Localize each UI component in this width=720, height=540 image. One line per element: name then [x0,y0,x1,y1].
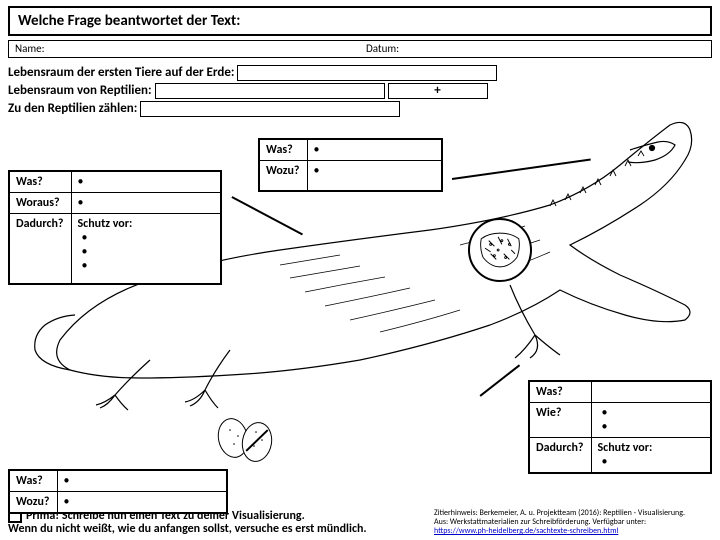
cell-wie: Wie? [529,403,591,438]
name-label: Name: [9,41,360,57]
fill-box[interactable] [237,65,497,81]
cell-answer[interactable]: • [71,171,221,193]
cell-answer[interactable] [591,403,711,438]
info-line-1: Lebensraum der ersten Tiere auf der Erde… [8,65,234,80]
info-line-3: Zu den Reptilien zählen: [8,101,137,116]
cell-dadurch: Dadurch? [9,214,71,284]
fill-box[interactable] [140,101,400,117]
egg-dots [216,416,278,464]
cell-was: Was? [259,139,307,161]
cell-was: Was? [9,470,57,492]
info-line-2: Lebensraum von Reptilien: [8,83,152,98]
cell-answer[interactable]: • [57,470,227,492]
cell-wozu: Wozu? [259,161,307,191]
left-table: Was? • Woraus? • Dadurch? Schutz vor: [8,170,222,285]
cell-answer[interactable]: • [307,161,442,191]
meta-row: Name: Datum: [8,40,712,58]
cell-wozu: Wozu? [9,492,57,514]
cell-answer[interactable] [591,381,711,403]
cell-answer[interactable]: • [307,139,442,161]
info-block: Lebensraum der ersten Tiere auf der Erde… [8,64,497,118]
citation-link[interactable]: https://www.ph-heidelberg.de/sachtexte-s… [434,526,618,536]
cell-answer[interactable]: Schutz vor: [591,438,711,474]
bottom-left-table: Was? • Wozu? • [8,469,228,514]
right-table: Was? Wie? Dadurch? Schutz vor: [528,380,712,474]
cell-woraus: Woraus? [9,193,71,214]
cell-was: Was? [529,381,591,403]
skin-zoom-circle [468,218,532,282]
cell-answer[interactable]: • [71,193,221,214]
schutz-list [78,231,215,273]
mid-table: Was? • Wozu? • [258,138,443,192]
cell-answer[interactable]: Schutz vor: [71,214,221,284]
cell-dadurch: Dadurch? [529,438,591,474]
page-title: Welche Frage beantwortet der Text: [8,6,712,36]
fill-box-plus[interactable]: + [388,83,488,99]
cell-was: Was? [9,171,71,193]
cell-answer[interactable]: • [57,492,227,514]
fill-box[interactable] [155,83,385,99]
date-label: Datum: [360,41,711,57]
citation: Zitierhinweis: Berkemeier, A. u. Projekt… [434,509,714,536]
